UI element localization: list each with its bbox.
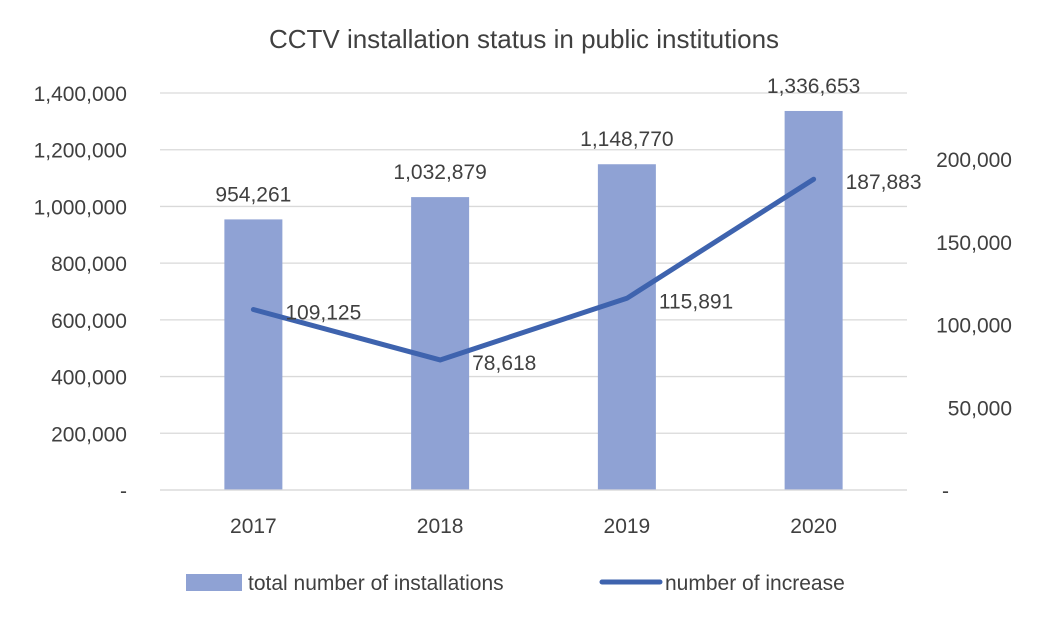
y-left-tick-label: 1,200,000 [34,140,127,163]
bar [224,219,283,490]
y-right-tick-label: 100,000 [936,315,1012,338]
y-right-tick-label: 50,000 [948,397,1012,420]
y-left-tick-label: 600,000 [51,310,127,333]
y-left-tick-label: 400,000 [51,367,127,390]
line-data-label: 109,125 [285,301,361,324]
legend-label: total number of installations [248,572,504,595]
y-right-tick-label: 200,000 [936,149,1012,172]
x-axis: 2017 2018 2019 2020 [160,489,907,538]
x-tick-label: 2019 [604,515,651,538]
right-axis: - 50,000 100,000 150,000 200,000 [936,149,1012,503]
x-tick-label: 2020 [790,515,837,538]
bar-data-label: 1,336,653 [767,75,860,98]
line-data-label: 187,883 [846,171,922,194]
line-series: 109,125 78,618 115,891 187,883 [250,171,922,375]
bar-data-label: 1,148,770 [580,128,673,151]
bar-data-label: 954,261 [215,183,291,206]
y-right-tick-label: 150,000 [936,232,1012,255]
legend-label: number of increase [665,572,845,595]
y-left-tick-label: 1,000,000 [34,196,127,219]
bar-data-label: 1,032,879 [393,161,486,184]
y-left-tick-label: 800,000 [51,253,127,276]
legend-swatch-bar [186,574,242,591]
bar [411,197,470,490]
chart-title: CCTV installation status in public insti… [269,24,779,54]
x-tick-label: 2017 [230,515,277,538]
y-left-tick-label: - [120,480,127,503]
legend: total number of installations number of i… [186,572,845,595]
left-axis: - 200,000 400,000 600,000 800,000 1,000,000 1,… [34,83,127,503]
y-left-tick-label: 1,400,000 [34,83,127,106]
y-left-tick-label: 200,000 [51,423,127,446]
series-line [250,176,817,363]
bar [784,110,843,490]
line-data-label: 115,891 [659,290,733,313]
bar-series: 954,261 1,032,879 1,148,770 1,336,653 [215,75,860,491]
y-right-tick-label: - [942,480,949,503]
line-data-label: 78,618 [472,352,536,375]
bar [597,164,656,491]
x-tick-label: 2018 [417,515,464,538]
